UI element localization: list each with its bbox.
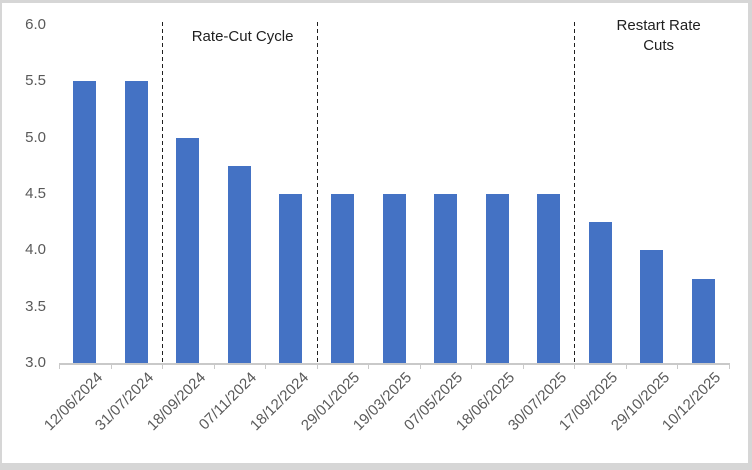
bar bbox=[227, 165, 251, 363]
bar bbox=[588, 222, 612, 363]
x-axis-tick bbox=[368, 363, 370, 369]
x-axis-tick bbox=[419, 363, 421, 369]
bar bbox=[176, 137, 200, 363]
y-axis-label: 5.0 bbox=[25, 128, 46, 146]
x-axis-tick bbox=[265, 363, 267, 369]
x-axis-line bbox=[59, 363, 730, 365]
bar bbox=[640, 250, 664, 363]
x-axis-tick bbox=[729, 363, 730, 369]
x-axis-tick bbox=[213, 363, 215, 369]
bar bbox=[73, 81, 97, 363]
bar bbox=[124, 81, 148, 363]
bar bbox=[485, 194, 509, 363]
bar bbox=[537, 194, 561, 363]
y-axis-label: 3.5 bbox=[25, 297, 46, 315]
x-axis-tick bbox=[59, 363, 60, 369]
bar bbox=[382, 194, 406, 363]
bar bbox=[691, 278, 715, 363]
x-axis-tick bbox=[677, 363, 679, 369]
y-axis-label: 4.0 bbox=[25, 241, 46, 259]
separator-dashed-line bbox=[316, 22, 318, 363]
bar bbox=[434, 194, 458, 363]
bar bbox=[330, 194, 354, 363]
y-axis-label: 4.5 bbox=[25, 185, 46, 202]
x-axis-tick bbox=[316, 363, 318, 369]
x-axis-tick bbox=[162, 363, 164, 369]
y-axis-label: 6.0 bbox=[25, 16, 46, 33]
bar bbox=[279, 194, 303, 363]
x-axis-tick bbox=[471, 363, 473, 369]
y-axis-label: 3.0 bbox=[25, 354, 46, 371]
annotation-restart-rate-cuts: Restart Rate Cuts bbox=[616, 17, 701, 54]
y-axis-label: 5.5 bbox=[25, 72, 46, 90]
x-axis-tick bbox=[110, 363, 112, 369]
separator-dashed-line bbox=[574, 22, 576, 363]
annotation-rate-cut-cycle: Rate-Cut Cycle bbox=[191, 28, 294, 45]
x-axis-tick bbox=[522, 363, 524, 369]
separator-dashed-line bbox=[162, 22, 164, 363]
x-axis-tick bbox=[574, 363, 576, 369]
x-axis-tick bbox=[625, 363, 627, 369]
